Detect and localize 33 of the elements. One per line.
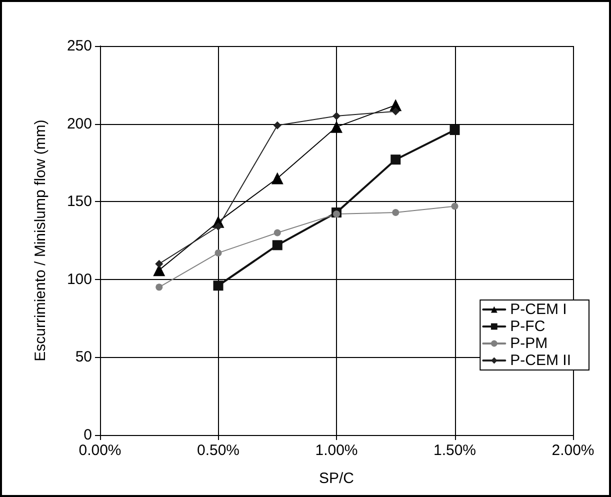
x-tick-label: 0.50% (196, 442, 240, 459)
point (333, 210, 340, 218)
legend-label: P-FC (510, 318, 546, 335)
point (213, 280, 224, 291)
point (155, 260, 164, 268)
legend-label: P-CEM I (510, 301, 567, 318)
point (214, 249, 222, 256)
y-tick-label: 50 (75, 348, 92, 366)
point (156, 284, 163, 291)
x-tick-label: 2.00% (552, 442, 594, 459)
point (330, 120, 342, 133)
y-tick-label: 250 (66, 38, 92, 54)
legend-label: P-CEM II (510, 352, 572, 369)
legend-label: P-PM (510, 335, 548, 352)
point (274, 229, 281, 236)
x-axis-title: SP/C (318, 470, 354, 487)
point (392, 107, 400, 116)
x-tick-label: 1.00% (315, 442, 358, 459)
y-tick-label: 100 (66, 270, 92, 288)
point (271, 172, 284, 184)
point (273, 121, 282, 130)
point (390, 154, 401, 165)
y-axis-title: Escurrimiento / Minislump flow (mm) (32, 120, 49, 362)
point (332, 112, 340, 120)
point (272, 240, 282, 250)
y-tick-label: 150 (66, 193, 92, 210)
point (451, 202, 458, 210)
point (450, 125, 460, 136)
x-tick-label: 0.00% (78, 442, 122, 459)
y-tick-label: 200 (66, 115, 92, 132)
y-tick-label: 0 (84, 426, 92, 444)
x-tick-label: 1.50% (433, 442, 476, 459)
point (392, 208, 400, 216)
